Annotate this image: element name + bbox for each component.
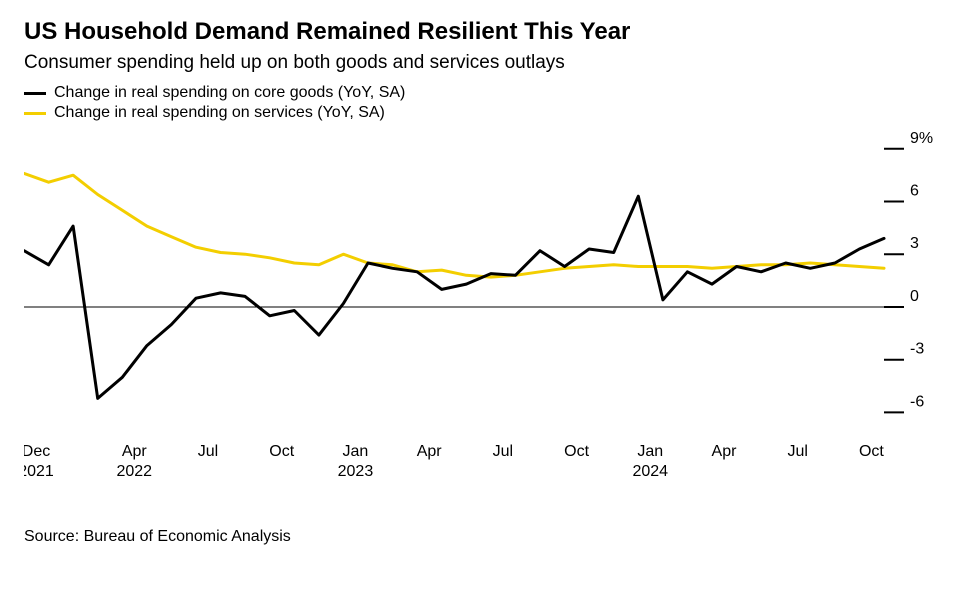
svg-text:-3: -3: [910, 341, 924, 358]
svg-text:9%: 9%: [910, 130, 933, 147]
chart-title: US Household Demand Remained Resilient T…: [24, 18, 942, 46]
chart: 9% 6 3 0 -3 -6 Dec 2021 Apr 2022 Jul Oct Jan 2023 Apr J…: [24, 130, 942, 510]
svg-text:Jul: Jul: [493, 443, 513, 460]
svg-text:2024: 2024: [632, 463, 668, 480]
svg-text:2023: 2023: [338, 463, 374, 480]
source-text: Source: Bureau of Economic Analysis: [24, 528, 942, 546]
svg-text:Oct: Oct: [269, 443, 294, 460]
svg-text:Dec: Dec: [24, 443, 50, 460]
svg-text:Apr: Apr: [712, 443, 738, 460]
svg-text:3: 3: [910, 235, 919, 252]
legend-item-services: Change in real spending on services (YoY…: [24, 104, 942, 122]
chart-subtitle: Consumer spending held up on both goods …: [24, 52, 942, 74]
svg-text:0: 0: [910, 288, 919, 305]
legend-label-goods: Change in real spending on core goods (Y…: [54, 84, 405, 102]
legend-label-services: Change in real spending on services (YoY…: [54, 104, 385, 122]
legend: Change in real spending on core goods (Y…: [24, 84, 942, 122]
legend-swatch-goods: [24, 92, 46, 95]
legend-swatch-services: [24, 112, 46, 115]
svg-text:Oct: Oct: [859, 443, 884, 460]
svg-text:6: 6: [910, 183, 919, 200]
svg-text:Apr: Apr: [417, 443, 443, 460]
svg-text:Apr: Apr: [122, 443, 148, 460]
svg-text:2022: 2022: [116, 463, 152, 480]
svg-text:Jan: Jan: [343, 443, 369, 460]
svg-text:Oct: Oct: [564, 443, 589, 460]
svg-text:2021: 2021: [24, 463, 54, 480]
svg-text:Jan: Jan: [637, 443, 663, 460]
legend-item-goods: Change in real spending on core goods (Y…: [24, 84, 942, 102]
line-chart-svg: 9% 6 3 0 -3 -6 Dec 2021 Apr 2022 Jul Oct Jan 2023 Apr J…: [24, 130, 942, 510]
svg-text:Jul: Jul: [198, 443, 218, 460]
svg-text:-6: -6: [910, 393, 924, 410]
svg-text:Jul: Jul: [787, 443, 807, 460]
